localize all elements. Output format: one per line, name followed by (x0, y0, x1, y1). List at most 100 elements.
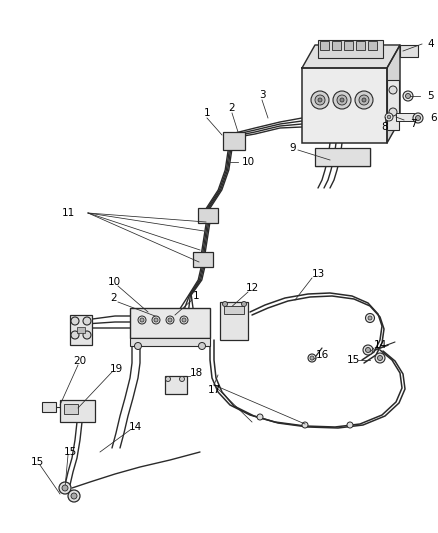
Circle shape (318, 98, 322, 102)
Bar (77, 327, 85, 333)
Circle shape (359, 95, 369, 105)
Circle shape (375, 353, 385, 363)
Bar (332, 41, 341, 50)
Circle shape (71, 493, 77, 499)
Circle shape (387, 115, 391, 119)
Circle shape (180, 376, 184, 382)
Text: 11: 11 (61, 208, 74, 218)
Text: 6: 6 (430, 113, 437, 123)
Circle shape (315, 95, 325, 105)
Text: 13: 13 (311, 269, 325, 279)
Bar (223, 132, 245, 150)
Bar (42, 402, 56, 412)
Circle shape (347, 422, 353, 428)
Text: 18: 18 (189, 368, 203, 378)
Circle shape (241, 302, 247, 306)
Bar (315, 148, 370, 166)
Bar (356, 41, 365, 50)
Circle shape (83, 317, 91, 325)
Circle shape (365, 348, 371, 352)
Circle shape (337, 95, 347, 105)
Bar (165, 376, 187, 394)
Circle shape (223, 302, 227, 306)
Circle shape (166, 316, 174, 324)
Text: 17: 17 (207, 385, 221, 395)
Text: 20: 20 (74, 356, 87, 366)
Circle shape (140, 318, 144, 322)
Bar (320, 41, 329, 50)
Text: 4: 4 (427, 39, 434, 49)
Circle shape (368, 316, 372, 320)
Circle shape (134, 343, 141, 350)
Bar (130, 338, 210, 346)
Bar (400, 45, 418, 57)
Bar (302, 68, 387, 143)
Circle shape (362, 98, 366, 102)
Text: 14: 14 (373, 340, 387, 350)
Text: 1: 1 (204, 108, 210, 118)
Circle shape (182, 318, 186, 322)
Circle shape (340, 98, 344, 102)
Bar (60, 400, 95, 422)
Circle shape (59, 482, 71, 494)
Bar (396, 113, 414, 121)
Circle shape (180, 316, 188, 324)
Circle shape (257, 414, 263, 420)
Circle shape (378, 356, 382, 360)
Circle shape (355, 91, 373, 109)
Circle shape (333, 91, 351, 109)
Text: 15: 15 (30, 457, 44, 467)
Circle shape (152, 316, 160, 324)
Text: 3: 3 (259, 90, 265, 100)
Bar (130, 308, 210, 338)
Text: 12: 12 (245, 283, 258, 293)
Text: 16: 16 (315, 350, 328, 360)
Text: 14: 14 (128, 422, 141, 432)
Circle shape (389, 86, 397, 94)
Bar (318, 40, 383, 58)
Bar (344, 41, 353, 50)
Circle shape (62, 485, 68, 491)
Circle shape (311, 91, 329, 109)
Bar (64, 404, 78, 414)
Text: 10: 10 (107, 277, 120, 287)
Circle shape (308, 354, 316, 362)
Text: 5: 5 (427, 91, 434, 101)
Circle shape (71, 331, 79, 339)
Text: 8: 8 (381, 122, 389, 132)
Text: 15: 15 (346, 355, 360, 365)
Circle shape (166, 376, 170, 382)
Bar (193, 252, 213, 267)
Circle shape (413, 113, 423, 123)
Circle shape (385, 113, 393, 121)
Circle shape (389, 108, 397, 116)
Text: 1: 1 (193, 291, 199, 301)
Polygon shape (302, 45, 400, 68)
Circle shape (198, 343, 205, 350)
Circle shape (310, 356, 314, 360)
Text: 9: 9 (290, 143, 297, 153)
Text: 15: 15 (64, 447, 77, 457)
Circle shape (416, 116, 420, 120)
Circle shape (83, 331, 91, 339)
Circle shape (168, 318, 172, 322)
Bar (387, 80, 399, 130)
Text: 19: 19 (110, 364, 123, 374)
Circle shape (406, 93, 410, 99)
Circle shape (68, 490, 80, 502)
Text: 2: 2 (229, 103, 235, 113)
Text: 7: 7 (410, 119, 417, 129)
Circle shape (403, 91, 413, 101)
Circle shape (302, 422, 308, 428)
Polygon shape (387, 45, 400, 143)
Text: 2: 2 (111, 293, 117, 303)
Circle shape (154, 318, 158, 322)
Text: 10: 10 (241, 157, 254, 167)
Bar (224, 306, 244, 314)
Circle shape (365, 313, 374, 322)
Bar (220, 302, 248, 340)
Bar (198, 208, 218, 223)
Circle shape (363, 345, 373, 355)
Circle shape (71, 317, 79, 325)
Bar (70, 315, 92, 345)
